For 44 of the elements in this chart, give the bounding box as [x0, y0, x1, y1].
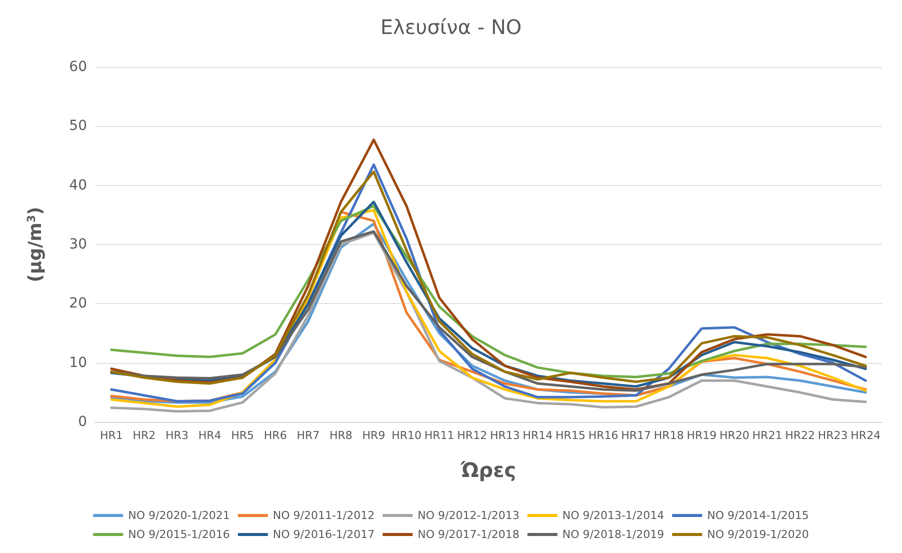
x-tick-label: HR21: [752, 429, 782, 442]
x-tick-label: HR10: [392, 429, 422, 442]
x-tick-label: HR18: [654, 429, 684, 442]
x-tick-label: HR24: [850, 429, 881, 442]
legend-label: NO 9/2018-1/2019: [562, 528, 664, 541]
x-tick-label: HR22: [785, 429, 815, 442]
legend-label: NO 9/2012-1/2013: [418, 509, 520, 522]
x-tick-label: HR13: [490, 429, 520, 442]
x-tick-label: HR6: [264, 429, 287, 442]
x-tick-label: HR7: [296, 429, 320, 442]
legend-label: NO 9/2020-1/2021: [128, 509, 230, 522]
y-axis-title: (μg/m3): [25, 206, 46, 282]
y-tick-label: 10: [69, 354, 87, 371]
legend-label: NO 9/2016-1/2017: [272, 528, 375, 541]
x-axis-title: Ώρες: [460, 458, 516, 482]
x-tick-label: HR3: [166, 429, 188, 442]
legend-label: NO 9/2019-1/2020: [707, 528, 809, 541]
y-tick-label: 50: [69, 118, 87, 134]
x-tick-label: HR19: [686, 429, 717, 442]
x-tick-label: HR5: [231, 429, 254, 442]
y-tick-label: 0: [78, 414, 87, 430]
x-tick-label: HR4: [198, 429, 222, 442]
x-tick-label: HR17: [621, 429, 652, 442]
x-tick-label: HR23: [818, 429, 848, 442]
legend-label: NO 9/2014-1/2015: [707, 509, 809, 522]
x-tick-label: HR11: [424, 429, 454, 442]
x-tick-label: HR14: [522, 429, 553, 442]
x-tick-label: HR16: [588, 429, 618, 442]
chart-title: Ελευσίνα - NO: [380, 15, 522, 39]
x-tick-label: HR1: [100, 429, 123, 442]
legend-label: NO 9/2013-1/2014: [562, 509, 664, 522]
y-tick-label: 40: [69, 177, 87, 194]
x-tick-label: HR15: [556, 429, 586, 442]
x-tick-label: HR8: [329, 429, 352, 442]
legend-label: NO 9/2017-1/2018: [418, 528, 520, 541]
x-tick-label: HR2: [132, 429, 156, 442]
legend-label: NO 9/2011-1/2012: [272, 509, 375, 522]
legend-label: NO 9/2015-1/2016: [128, 528, 230, 541]
x-tick-label: HR9: [362, 429, 386, 442]
x-tick-label: HR20: [719, 429, 750, 442]
y-tick-label: 60: [69, 59, 87, 75]
y-tick-label: 20: [69, 296, 87, 312]
y-tick-label: 30: [69, 236, 87, 252]
x-tick-label: HR12: [457, 429, 488, 442]
